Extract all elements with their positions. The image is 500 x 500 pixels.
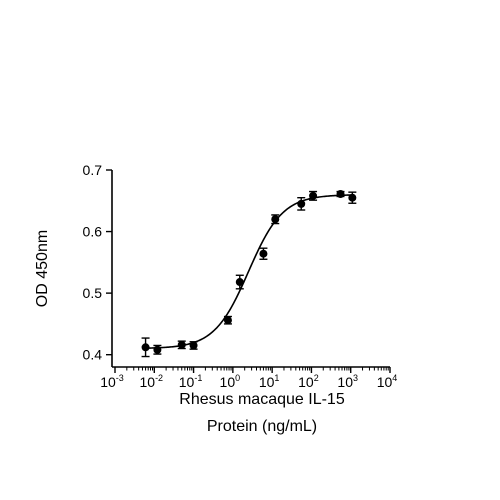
- axis-labels-layer: OD 450nm Rhesus macaque IL-15 Protein (ng/…: [34, 230, 345, 435]
- data-points-layer: [141, 190, 357, 358]
- data-point: [141, 343, 150, 352]
- data-point: [297, 199, 306, 208]
- x-tick-label: 100: [220, 373, 241, 390]
- data-point: [309, 191, 318, 200]
- y-tick-label: 0.7: [83, 162, 103, 178]
- x-tick-label: 10-1: [179, 373, 203, 390]
- fit-curve: [145, 194, 353, 349]
- x-axis-title-line: Rhesus macaque IL-15: [179, 391, 345, 408]
- x-tick-label: 102: [298, 373, 319, 390]
- y-axis-title: OD 450nm: [34, 230, 51, 307]
- data-point: [177, 340, 186, 349]
- x-tick-label: 10-3: [100, 373, 124, 390]
- x-tick-label: 104: [377, 373, 398, 390]
- data-point: [271, 215, 280, 224]
- data-point: [235, 278, 244, 287]
- data-point: [348, 193, 357, 202]
- x-axis-title-line: Protein (ng/mL): [207, 418, 317, 435]
- data-point: [259, 249, 268, 258]
- x-tick-label: 101: [259, 373, 280, 390]
- y-tick-label: 0.6: [83, 224, 103, 240]
- x-tick-label: 10-2: [139, 373, 163, 390]
- data-point: [223, 316, 232, 325]
- axes: 0.4 0.5 0.6 0.7 10-3 10-2 10-1 100 101 102 103 104: [83, 162, 398, 390]
- fit-curve-layer: [145, 194, 353, 349]
- data-point: [189, 341, 198, 350]
- x-tick-label: 103: [337, 373, 358, 390]
- data-point: [153, 345, 162, 354]
- y-tick-label: 0.5: [83, 285, 103, 301]
- y-tick-label: 0.4: [83, 347, 103, 363]
- data-point: [336, 190, 345, 199]
